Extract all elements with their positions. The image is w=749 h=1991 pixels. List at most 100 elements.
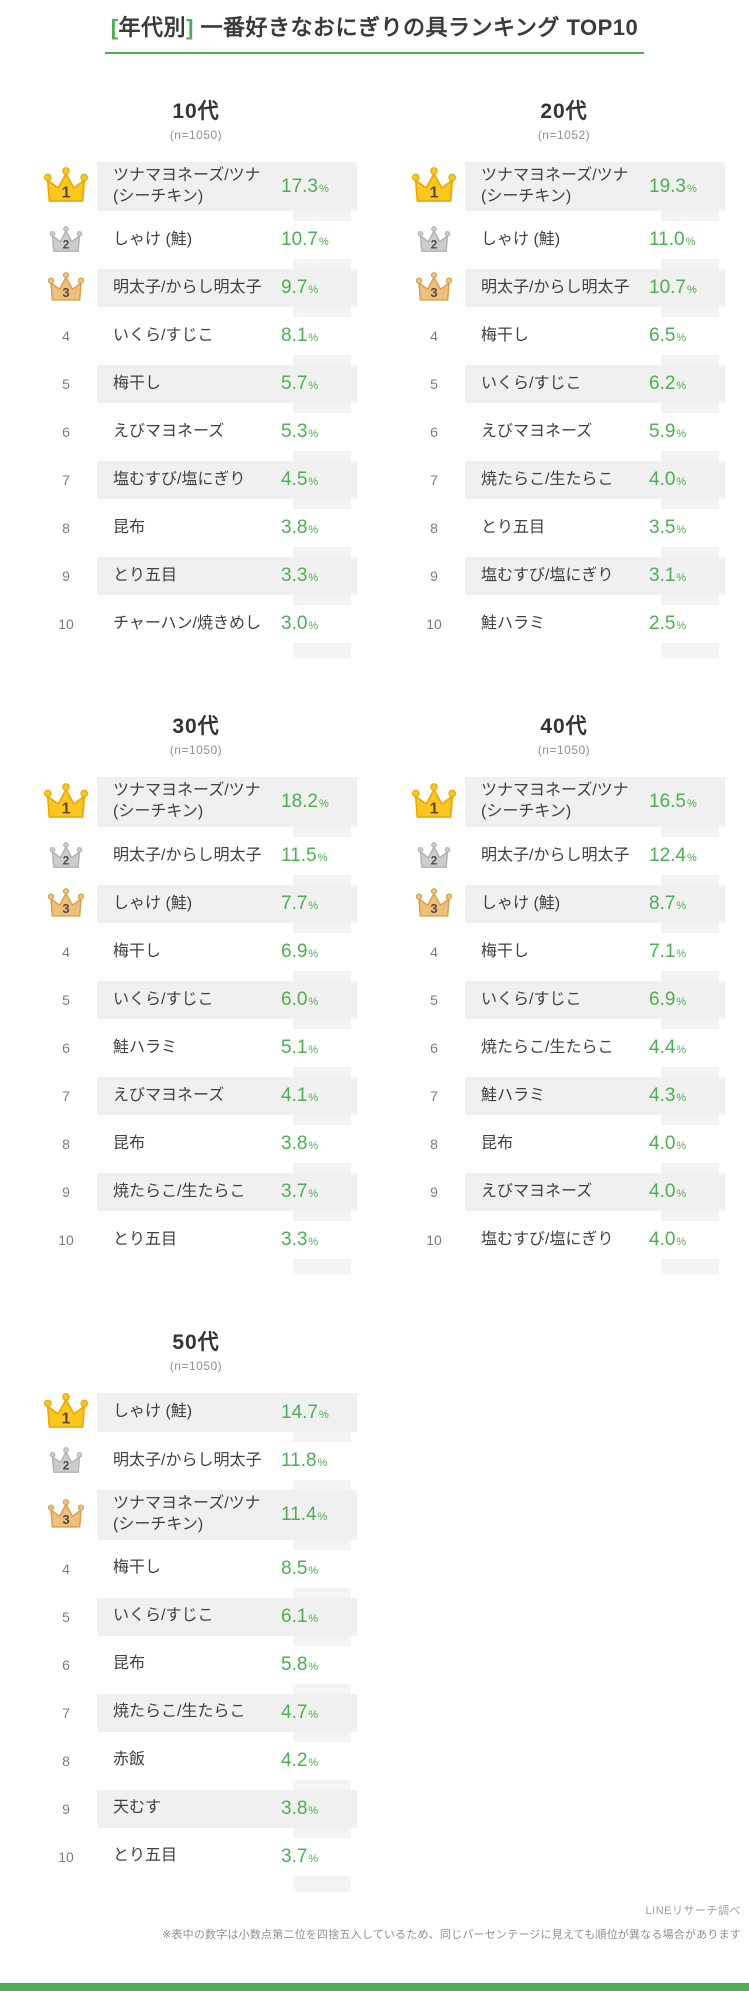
svg-text:3: 3 bbox=[430, 285, 437, 300]
item-box: いくら/すじこ 8.1% bbox=[97, 317, 357, 356]
item-name: えびマヨネーズ bbox=[481, 1182, 593, 1200]
item-percent: 3.7% bbox=[281, 1181, 345, 1203]
item-box: 鮭ハラミ 4.3% bbox=[465, 1077, 725, 1116]
percent-sign: % bbox=[676, 620, 687, 633]
percent-sign: % bbox=[686, 798, 697, 811]
item-name: とり五目 bbox=[481, 518, 546, 536]
percent-value: 6.1 bbox=[281, 1605, 308, 1627]
percent-sign: % bbox=[676, 572, 687, 585]
source-credit: LINEリサーチ調べ bbox=[645, 1904, 741, 1917]
item-box: えびマヨネーズ 4.1% bbox=[97, 1077, 357, 1116]
age-label: 20代 bbox=[540, 99, 588, 123]
item-box: 梅干し 5.7% bbox=[97, 365, 357, 404]
ranking-row: 8 昆布 3.8% bbox=[35, 509, 357, 548]
item-box: 梅干し 6.5% bbox=[465, 317, 725, 356]
percent-sign: % bbox=[308, 1852, 319, 1865]
percent-value: 3.3 bbox=[281, 1229, 308, 1251]
crown-rank-3-icon: 3 bbox=[47, 272, 85, 301]
item-percent: 4.0% bbox=[649, 1229, 713, 1251]
item-percent: 8.5% bbox=[281, 1558, 345, 1580]
item-percent: 5.7% bbox=[281, 373, 345, 395]
percent-value: 7.1 bbox=[649, 941, 676, 963]
item-box: しゃけ (鮭) 8.7% bbox=[465, 885, 725, 924]
percent-sign: % bbox=[308, 524, 319, 537]
percent-value: 19.3 bbox=[649, 175, 686, 197]
item-percent: 3.3% bbox=[281, 1229, 345, 1251]
age-panel: 10代 (n=1050) 1 ツナマヨネーズ/ツナ (シーチキン) 17.3% … bbox=[35, 100, 357, 660]
ranking-row: 9 えびマヨネーズ 4.0% bbox=[403, 1173, 725, 1212]
percent-sign: % bbox=[308, 996, 319, 1009]
rank-cell: 1 bbox=[35, 162, 97, 212]
percent-sign: % bbox=[308, 1140, 319, 1153]
rank-cell: 5 bbox=[62, 376, 70, 393]
ranking-row: 10 塩むすび/塩にぎり 4.0% bbox=[403, 1221, 725, 1260]
percent-sign: % bbox=[308, 1804, 319, 1817]
rank-cell: 8 bbox=[430, 1136, 438, 1153]
percent-value: 3.7 bbox=[281, 1845, 308, 1867]
percent-value: 14.7 bbox=[281, 1401, 318, 1423]
ranking-list: 1 ツナマヨネーズ/ツナ (シーチキン) 19.3% 2 しゃけ (鮭) 11.… bbox=[403, 161, 725, 660]
percent-value: 3.8 bbox=[281, 1797, 308, 1819]
ranking-row: 6 昆布 5.8% bbox=[35, 1645, 357, 1684]
item-box: 天むす 3.8% bbox=[97, 1789, 357, 1828]
percent-value: 18.2 bbox=[281, 791, 318, 813]
percent-value: 4.4 bbox=[649, 1037, 676, 1059]
item-name: 焼たらこ/生たらこ bbox=[113, 1182, 246, 1200]
ranking-row: 4 いくら/すじこ 8.1% bbox=[35, 317, 357, 356]
item-box: えびマヨネーズ 5.3% bbox=[97, 413, 357, 452]
percent-value: 6.9 bbox=[281, 941, 308, 963]
percent-value: 5.1 bbox=[281, 1037, 308, 1059]
ranking-row: 10 とり五目 3.7% bbox=[35, 1837, 357, 1876]
rank-cell: 5 bbox=[62, 1608, 70, 1625]
ranking-row: 7 鮭ハラミ 4.3% bbox=[403, 1077, 725, 1116]
item-percent: 4.1% bbox=[281, 1085, 345, 1107]
ranking-row: 8 とり五目 3.5% bbox=[403, 509, 725, 548]
item-name: いくら/すじこ bbox=[113, 1607, 214, 1625]
rank-cell: 6 bbox=[430, 1040, 438, 1057]
title-category: 年代別 bbox=[118, 15, 187, 40]
percent-value: 4.2 bbox=[281, 1749, 308, 1771]
rank-cell: 9 bbox=[430, 568, 438, 585]
rank-cell: 2 bbox=[35, 1442, 97, 1480]
percent-value: 5.8 bbox=[281, 1653, 308, 1675]
percent-sign: % bbox=[317, 1457, 328, 1470]
percent-sign: % bbox=[676, 996, 687, 1009]
percent-value: 11.5 bbox=[281, 845, 317, 867]
item-name: しゃけ (鮭) bbox=[481, 230, 561, 248]
item-name: 焼たらこ/生たらこ bbox=[113, 1703, 246, 1721]
item-percent: 4.2% bbox=[281, 1750, 345, 1772]
item-percent: 6.5% bbox=[649, 325, 713, 347]
ranking-row: 5 いくら/すじこ 6.1% bbox=[35, 1597, 357, 1636]
ranking-row: 9 とり五目 3.3% bbox=[35, 557, 357, 596]
percent-sign: % bbox=[676, 428, 687, 441]
item-name: ツナマヨネーズ/ツナ (シーチキン) bbox=[113, 1495, 261, 1533]
age-panel: 20代 (n=1052) 1 ツナマヨネーズ/ツナ (シーチキン) 19.3% … bbox=[403, 99, 725, 660]
crown-rank-1-icon: 1 bbox=[43, 782, 89, 818]
page-footer: LINEリサーチ調べ ※表中の数字は小数点第二位を四捨五入しているため、同じパー… bbox=[0, 1902, 749, 1942]
item-name: 昆布 bbox=[113, 518, 146, 536]
percent-sign: % bbox=[676, 1044, 687, 1057]
item-box: いくら/すじこ 6.9% bbox=[465, 981, 725, 1020]
ranking-row: 4 梅干し 8.5% bbox=[35, 1549, 357, 1588]
percent-value: 6.9 bbox=[649, 989, 676, 1011]
item-percent: 5.8% bbox=[281, 1654, 345, 1676]
percent-value: 4.7 bbox=[281, 1701, 308, 1723]
rank-cell: 7 bbox=[62, 472, 70, 489]
age-label: 30代 bbox=[172, 715, 220, 739]
rank-cell: 1 bbox=[403, 777, 465, 827]
item-name: いくら/すじこ bbox=[481, 990, 582, 1008]
item-name: とり五目 bbox=[113, 1230, 178, 1248]
item-percent: 5.9% bbox=[649, 421, 713, 443]
ranking-row: 6 焼たらこ/生たらこ 4.4% bbox=[403, 1029, 725, 1068]
ranking-row: 7 焼たらこ/生たらこ 4.0% bbox=[403, 461, 725, 500]
item-box: 昆布 3.8% bbox=[97, 1125, 357, 1164]
item-box: 塩むすび/塩にぎり 4.5% bbox=[97, 461, 357, 500]
percent-value: 8.7 bbox=[649, 893, 676, 915]
rank-cell: 3 bbox=[35, 1490, 97, 1540]
rank-cell: 10 bbox=[58, 1848, 74, 1865]
rank-cell: 3 bbox=[403, 269, 465, 307]
rank-cell: 8 bbox=[62, 1752, 70, 1769]
rank-cell: 6 bbox=[62, 1656, 70, 1673]
item-box: しゃけ (鮭) 11.0% bbox=[465, 221, 725, 260]
item-percent: 12.4% bbox=[649, 845, 713, 867]
